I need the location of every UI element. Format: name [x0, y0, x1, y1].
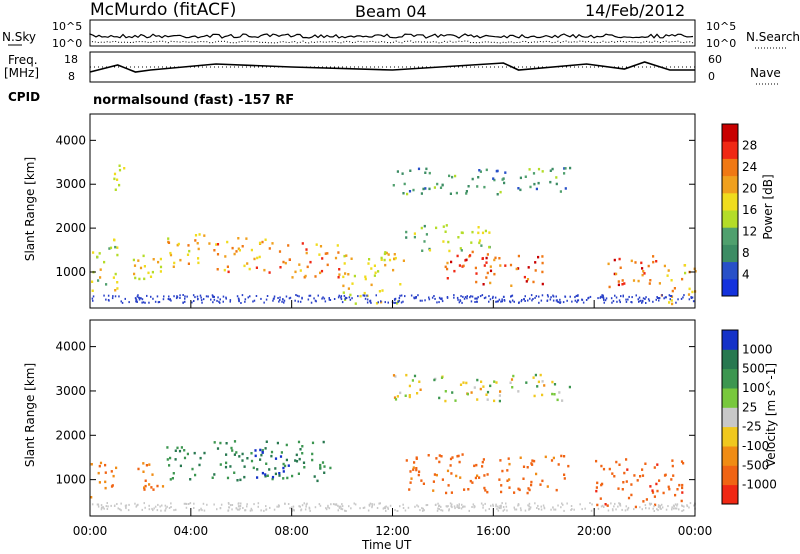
- colorbar-segment: [722, 278, 738, 297]
- colorbar-segment: [722, 407, 738, 428]
- colorbar-tick-label: -500: [742, 458, 769, 472]
- nsky-label: N.Sky: [2, 30, 37, 44]
- nave-label: Nave: [750, 66, 781, 80]
- noise-tick-right-bottom: 10^0: [706, 37, 737, 50]
- colorbar-tick-label: 20: [742, 182, 757, 196]
- plot-frame-power: [89, 113, 696, 309]
- x-tick-label: 20:00: [577, 524, 612, 538]
- plot-frame-velocity: [89, 319, 696, 517]
- colorbar-tick-label: 25: [742, 400, 757, 414]
- beam-label: Beam 04: [355, 2, 427, 21]
- y-tick-label: 4000: [55, 340, 86, 354]
- x-tick-label: 00:00: [73, 524, 108, 538]
- station-title: McMurdo (fitACF): [90, 0, 237, 20]
- noise-panel-frame: [89, 19, 696, 47]
- colorbar-segment: [722, 388, 738, 408]
- colorbar-tick-label: 100: [742, 381, 765, 395]
- freq-tick-top: 18: [64, 53, 78, 66]
- y-tick-label: 1000: [55, 265, 86, 279]
- colorbar-frame-power: [721, 123, 739, 297]
- colorbar-segment: [722, 426, 738, 447]
- colorbar-tick-label: 4: [742, 268, 750, 282]
- colorbar-tick-label: 24: [742, 160, 757, 174]
- cpid-label: CPID: [8, 90, 41, 104]
- colorbar-segment: [722, 141, 738, 159]
- colorbar-segment: [722, 244, 738, 263]
- power-ylabel: Slant Range [km]: [23, 156, 37, 262]
- colorbar-segment: [722, 368, 738, 389]
- power-colorbar-label: Power [dB]: [761, 174, 775, 240]
- colorbar-tick-label: 1000: [742, 342, 773, 356]
- data-cells-velocity: [90, 373, 696, 512]
- noise-search-line: [89, 40, 694, 44]
- cpid-value: normalsound (fast) -157 RF: [93, 93, 295, 108]
- colorbar-segment: [722, 261, 738, 280]
- nave-tick-bottom: 0: [708, 70, 715, 83]
- nsearch-label: N.Search: [746, 30, 800, 44]
- y-tick-label: 2000: [55, 221, 86, 235]
- colorbar-segment: [722, 158, 738, 177]
- noise-sky-line: [89, 33, 694, 39]
- colorbar-segment: [722, 330, 738, 350]
- x-tick-label: 04:00: [174, 524, 209, 538]
- y-tick-label: 4000: [55, 133, 86, 147]
- x-tick-label: 12:00: [375, 524, 410, 538]
- colorbar-tick-label: -1000: [742, 478, 777, 492]
- colorbar-frame-velocity: [721, 329, 739, 505]
- colorbar-segment: [722, 175, 738, 194]
- colorbar-segment: [722, 446, 738, 466]
- velocity-ylabel: Slant Range [km]: [23, 362, 37, 468]
- colorbar-tick-label: 12: [742, 225, 757, 239]
- colorbar-tick-label: 28: [742, 139, 757, 153]
- date-label: 14/Feb/2012: [585, 1, 686, 20]
- freq-tick-bottom: 8: [68, 70, 75, 83]
- x-tick-label: 16:00: [476, 524, 511, 538]
- colorbar-tick-label: 16: [742, 203, 757, 217]
- x-tick-label: 08:00: [274, 524, 309, 538]
- colorbar-segment: [722, 484, 738, 505]
- colorbar-tick-label: 8: [742, 246, 750, 260]
- y-tick-label: 3000: [55, 384, 86, 398]
- y-tick-label: 3000: [55, 177, 86, 191]
- colorbar-tick-label: 500: [742, 362, 765, 376]
- y-tick-label: 1000: [55, 473, 86, 487]
- freq-unit-label: [MHz]: [4, 66, 40, 80]
- colorbar-segment: [722, 227, 738, 245]
- noise-tick-right-top: 10^5: [706, 20, 737, 33]
- colorbar-segment: [722, 210, 738, 228]
- colorbar-segment: [722, 349, 738, 370]
- x-axis-label: Time UT: [362, 538, 412, 552]
- noise-tick-left-bottom: 10^0: [52, 37, 83, 50]
- colorbar-segment: [722, 124, 738, 142]
- colorbar-segment: [722, 192, 738, 211]
- colorbar-segment: [722, 465, 738, 486]
- y-tick-label: 2000: [55, 428, 86, 442]
- x-tick-label: 00:00: [678, 524, 713, 538]
- frequency-line: [89, 61, 695, 73]
- velocity-colorbar-label: Velocity [m s^-1]: [764, 362, 778, 468]
- freq-label: Freq.: [8, 53, 38, 67]
- nave-tick-top: 60: [708, 53, 722, 66]
- colorbar-tick-label: -25: [742, 420, 762, 434]
- colorbar-tick-label: -100: [742, 439, 769, 453]
- noise-tick-left-top: 10^5: [52, 20, 83, 33]
- data-cells-power: [91, 164, 697, 306]
